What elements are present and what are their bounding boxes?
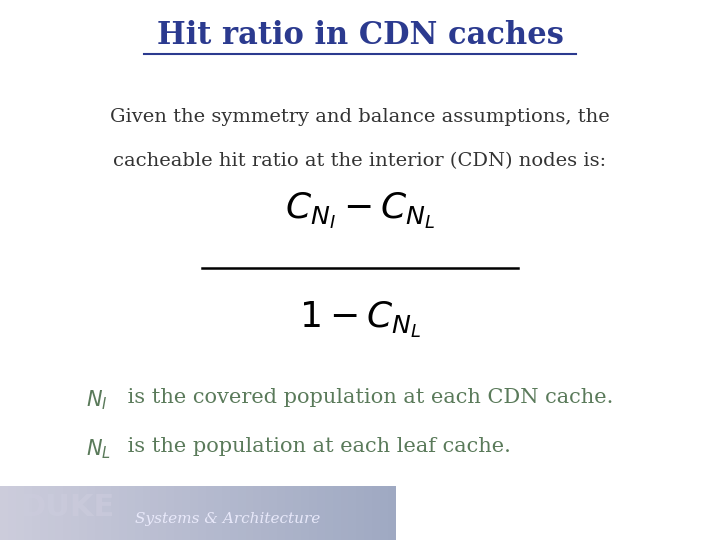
Bar [158,486,166,540]
Bar [348,486,356,540]
Text: Systems & Architecture: Systems & Architecture [135,512,320,526]
Text: Hit ratio in CDN caches: Hit ratio in CDN caches [156,19,564,51]
Bar [269,486,277,540]
Bar [285,486,293,540]
Bar [71,486,79,540]
Bar [143,486,150,540]
Bar [16,486,24,540]
Text: is the covered population at each CDN cache.: is the covered population at each CDN ca… [121,388,613,407]
Bar [55,486,63,540]
Bar [380,486,388,540]
Bar [356,486,364,540]
Bar [103,486,111,540]
Text: $N_L$: $N_L$ [86,437,112,461]
Bar [135,486,143,540]
Text: $1 - C_{N_L}$: $1 - C_{N_L}$ [299,299,421,340]
Bar [341,486,348,540]
Bar [293,486,301,540]
Bar [63,486,71,540]
Bar [174,486,182,540]
Bar [364,486,372,540]
Bar [150,486,158,540]
Bar [333,486,341,540]
Text: Given the symmetry and balance assumptions, the: Given the symmetry and balance assumptio… [110,108,610,126]
Bar [79,486,87,540]
Bar [253,486,261,540]
Bar [238,486,246,540]
Bar [198,486,206,540]
Bar [372,486,380,540]
Bar [24,486,32,540]
Bar [206,486,214,540]
Bar [32,486,40,540]
Bar [111,486,119,540]
Bar [127,486,135,540]
Text: DUKE: DUKE [20,493,114,522]
Bar [246,486,253,540]
Text: $C_{N_I} - C_{N_L}$: $C_{N_I} - C_{N_L}$ [285,191,435,232]
Bar [222,486,230,540]
Bar [214,486,222,540]
Bar [95,486,103,540]
Text: is the population at each leaf cache.: is the population at each leaf cache. [121,437,510,456]
Bar [190,486,198,540]
Text: cacheable hit ratio at the interior (CDN) nodes is:: cacheable hit ratio at the interior (CDN… [114,152,606,170]
Bar [166,486,174,540]
Bar [388,486,396,540]
Bar [301,486,309,540]
Bar [309,486,317,540]
Bar [325,486,333,540]
Bar [8,486,16,540]
Bar [317,486,325,540]
Bar [40,486,48,540]
Bar [0,486,8,540]
Bar [48,486,55,540]
Bar [182,486,190,540]
Text: $N_I$: $N_I$ [86,388,108,412]
Bar [230,486,238,540]
Bar [119,486,127,540]
Bar [277,486,285,540]
Bar [261,486,269,540]
Bar [87,486,95,540]
